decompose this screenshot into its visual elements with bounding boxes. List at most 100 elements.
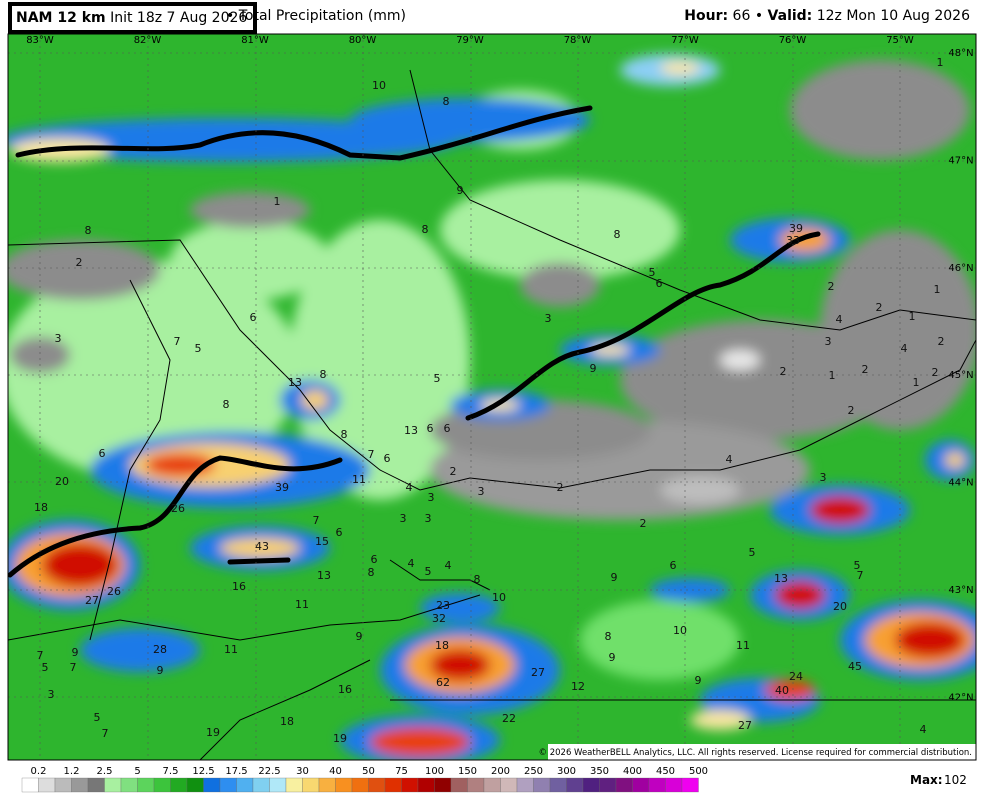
colorbar-swatch [582, 777, 600, 793]
point-label: 2 [862, 363, 869, 376]
latitude-label: 45°N [948, 370, 973, 381]
point-label: 1 [274, 195, 281, 208]
point-label: 3 [545, 312, 552, 325]
point-label: 15 [315, 535, 329, 548]
model: NAM 12 km [16, 10, 106, 26]
longitude-label: 83°W [26, 35, 54, 46]
colorbar-swatch [236, 777, 254, 793]
point-label: 7 [174, 335, 181, 348]
point-label: 27 [85, 594, 99, 607]
point-label: 2 [876, 301, 883, 314]
point-label: 2 [640, 517, 647, 530]
point-label: 8 [368, 566, 375, 579]
borders [8, 69, 976, 760]
point-label: 20 [833, 600, 847, 613]
point-label: 9 [72, 646, 79, 659]
colorbar: 0.2 1.2 2.5 5 7.5 12.5 17.5 22.5 30 40 50 75 100 150 2… [21, 766, 708, 793]
colorbar-label: 300 [557, 766, 576, 777]
colorbar-swatch [87, 777, 105, 793]
point-label: 13 [774, 572, 788, 585]
point-label: 5 [434, 372, 441, 385]
point-label: 28 [153, 643, 167, 656]
colorbar-swatch [71, 777, 89, 793]
colorbar-swatch [269, 777, 287, 793]
colorbar-swatch [500, 777, 518, 793]
point-label: 8 [474, 573, 481, 586]
point-label: 40 [775, 684, 789, 697]
colorbar-swatch [104, 777, 122, 793]
point-label: 13 [288, 376, 302, 389]
colorbar-swatch [335, 777, 353, 793]
point-label: 7 [368, 448, 375, 461]
point-label: 45 [848, 660, 862, 673]
point-label: 5 [42, 661, 49, 674]
longitude-label: 80°W [349, 35, 377, 46]
colorbar-swatch [665, 777, 683, 793]
colorbar-label: 12.5 [192, 766, 214, 777]
point-label: 23 [436, 599, 450, 612]
fronts [8, 105, 821, 578]
point-label: 9 [590, 362, 597, 375]
point-label: 2 [848, 404, 855, 417]
separator: • [754, 8, 764, 24]
point-label: 8 [341, 428, 348, 441]
point-label: 26 [107, 585, 121, 598]
point-label: 39 [275, 481, 289, 494]
point-label: 11 [295, 598, 309, 611]
point-label: 6 [250, 311, 257, 324]
colorbar-label: 17.5 [225, 766, 247, 777]
point-label: 6 [444, 422, 451, 435]
colorbar-swatch [483, 777, 501, 793]
colorbar-swatch [549, 777, 567, 793]
point-label: 2 [76, 256, 83, 269]
point-label: 8 [320, 368, 327, 381]
colorbar-swatch [450, 777, 468, 793]
point-label: 32 [432, 612, 446, 625]
point-label: 8 [422, 223, 429, 236]
point-label: 12 [571, 680, 585, 693]
point-label: 5 [195, 342, 202, 355]
point-label: 1 [913, 376, 920, 389]
point-label: 9 [609, 651, 616, 664]
colorbar-swatch [417, 777, 435, 793]
point-label: 5 [94, 711, 101, 724]
colorbar-label: 350 [590, 766, 609, 777]
point-label: 4 [406, 481, 413, 494]
point-label: 4 [445, 559, 452, 572]
point-label: 9 [695, 674, 702, 687]
point-label: 7 [313, 514, 320, 527]
colorbar-swatch [632, 777, 650, 793]
point-label: 3 [48, 688, 55, 701]
colorbar-label: 150 [458, 766, 477, 777]
colorbar-swatch [648, 777, 666, 793]
point-label: 39 [789, 222, 803, 235]
colorbar-label: 0.2 [31, 766, 47, 777]
hour: 66 [732, 8, 751, 24]
point-label: 26 [171, 502, 185, 515]
colorbar-label: 75 [395, 766, 408, 777]
point-label: 5 [649, 266, 656, 279]
header-left: NAM 12 km Init 18z 7 Aug 2026 [8, 2, 258, 34]
point-label: 10 [372, 79, 386, 92]
point-label: 13 [317, 569, 331, 582]
colorbar-swatch [599, 777, 617, 793]
longitude-label: 81°W [241, 35, 269, 46]
copyright: © 2026 WeatherBELL Analytics, LLC. All r… [539, 748, 972, 758]
point-label: 8 [614, 228, 621, 241]
colorbar-label: 250 [524, 766, 543, 777]
valid-label: Valid: [767, 8, 813, 24]
point-label: 2 [932, 366, 939, 379]
point-label: 9 [157, 664, 164, 677]
point-label: 18 [34, 501, 48, 514]
point-label: 13 [404, 424, 418, 437]
point-label: 43 [255, 540, 269, 553]
point-label: 18 [280, 715, 294, 728]
colorbar-swatch [615, 777, 633, 793]
point-label: 5 [425, 565, 432, 578]
init-time: Init 18z 7 Aug 2026 [110, 10, 248, 26]
max-value: 102 [944, 773, 967, 787]
latitude-label: 47°N [948, 155, 973, 166]
copyright-bg [548, 744, 976, 760]
colorbar-swatch [401, 777, 419, 793]
